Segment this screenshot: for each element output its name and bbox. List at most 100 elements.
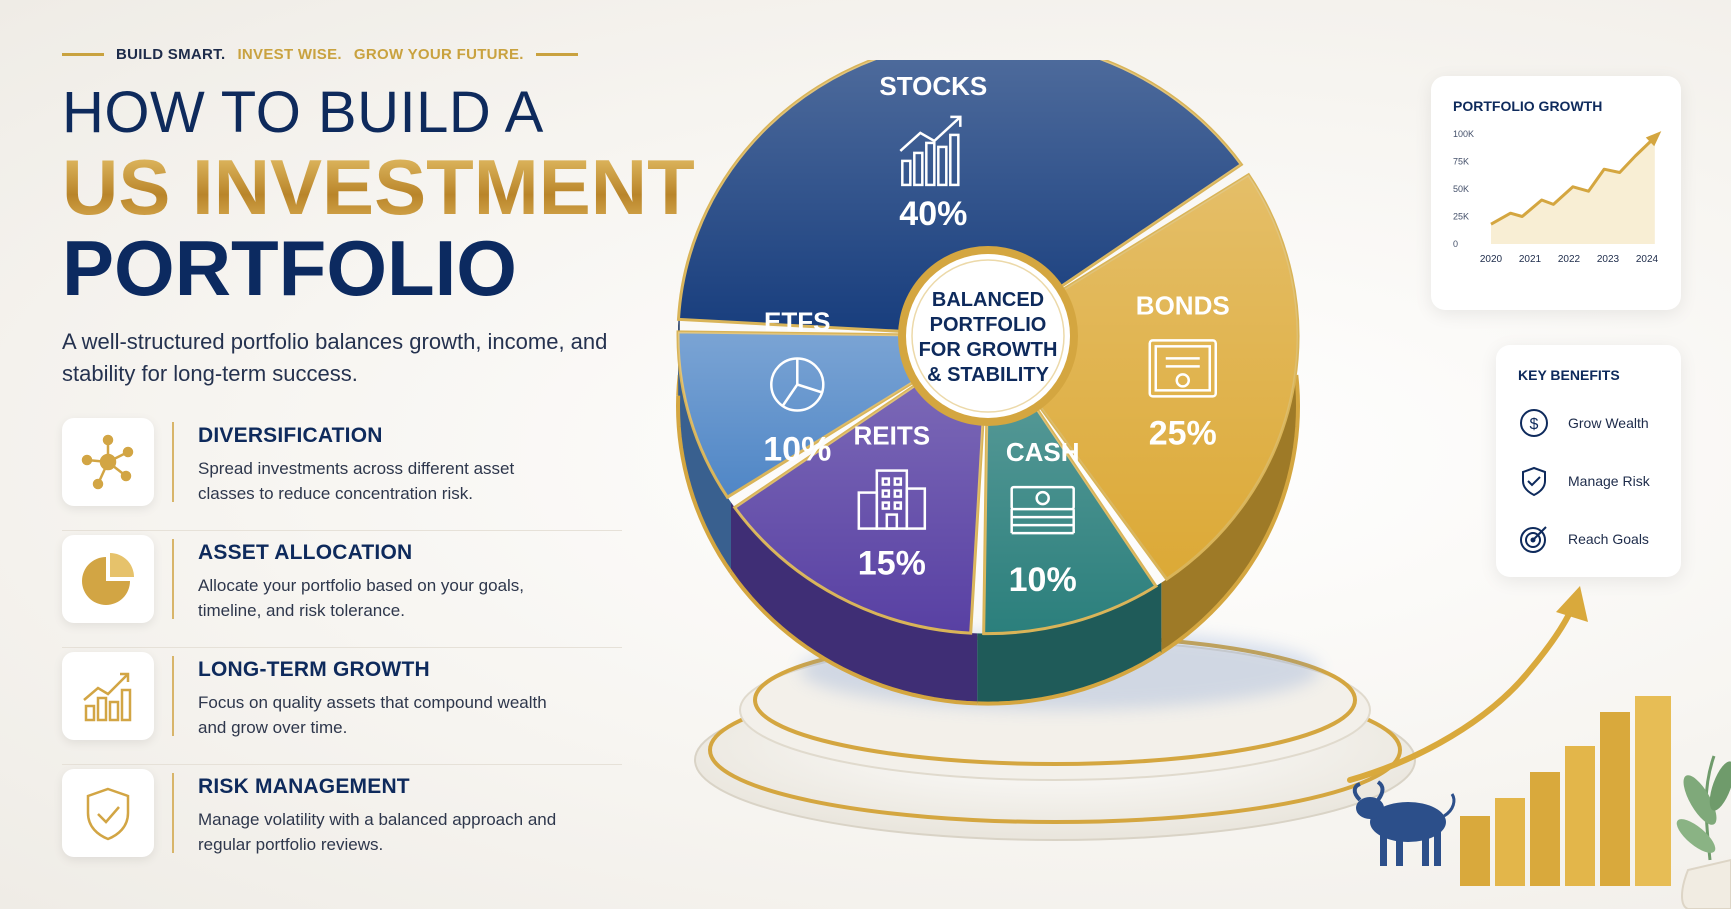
feature-divider [172, 421, 174, 502]
feature-diversification: DIVERSIFICATION Spread investments acros… [62, 414, 622, 531]
pie-slice-side-cash [977, 582, 1162, 704]
pie-gold-rim [729, 571, 978, 706]
pie-outline-icon [770, 357, 825, 412]
center-label: BALANCED PORTFOLIO FOR GROWTH & STABILITY [919, 289, 1058, 386]
pie-slice-shine [988, 174, 1298, 580]
slice-label-bonds: BONDS [1136, 290, 1230, 320]
feature-desc: Spread investments across different asse… [198, 458, 515, 504]
growth-chart-icon [899, 115, 962, 187]
growth-x-tick: 2020 [1480, 254, 1503, 265]
feature-title: RISK MANAGEMENT [198, 774, 410, 798]
benefit-label: Grow Wealth [1568, 415, 1649, 431]
feature-divider [172, 772, 174, 853]
growth-y-tick: 50K [1453, 184, 1469, 194]
slice-value-etfs: 10% [763, 430, 831, 468]
feature-text: RISK MANAGEMENT Manage volatility with a… [198, 769, 558, 858]
bull-icon [1352, 780, 1456, 866]
tagline: BUILD SMART. INVEST WISE. GROW YOUR FUTU… [62, 46, 702, 63]
benefit-item: $ Grow Wealth [1518, 407, 1649, 439]
growth-card-title: PORTFOLIO GROWTH [1453, 98, 1603, 114]
feature-desc: Manage volatility with a balanced approa… [198, 809, 557, 855]
growth-arrow-icon [1347, 586, 1588, 783]
subtitle: A well-structured portfolio balances gro… [62, 328, 608, 386]
slice-value-stocks: 40% [899, 195, 967, 233]
gold-bars-icon [1460, 696, 1671, 886]
feature-divider [172, 655, 174, 736]
slice-value-bonds: 25% [1149, 414, 1217, 452]
pie-slice-side-reits [730, 502, 978, 704]
feature-title: LONG-TERM GROWTH [198, 657, 430, 681]
growth-y-tick: 25K [1453, 212, 1469, 222]
shield-check-icon [62, 768, 154, 857]
center-label-line: PORTFOLIO [930, 314, 1047, 336]
svg-text:$: $ [1530, 416, 1539, 433]
growth-y-tick: 75K [1453, 157, 1469, 167]
slice-value-reits: 15% [858, 545, 926, 583]
allocation-pie-chart: STOCKS 40% BONDS 25% CASH 10% REITS 15% ETFS 10% … [660, 60, 1460, 880]
slice-label-stocks: STOCKS [879, 71, 987, 101]
growth-area [1491, 137, 1655, 244]
tagline-rule-left [62, 53, 104, 56]
growth-x-tick: 2022 [1558, 254, 1581, 265]
dollar-circle-icon: $ [1520, 409, 1548, 437]
growth-x-tick: 2021 [1519, 254, 1542, 265]
growth-y-tick: 100K [1453, 129, 1474, 139]
growth-line [1490, 136, 1656, 226]
title-line1: HOW TO BUILD A [62, 80, 544, 145]
feature-long-term-growth: LONG-TERM GROWTH Focus on quality assets… [62, 648, 622, 765]
plant-icon [1676, 755, 1731, 909]
pie-svg: STOCKS40%BONDS25%CASH10%REITS15%ETFS10% … [675, 60, 1416, 841]
growth-x-tick: 2023 [1597, 254, 1620, 265]
benefit-label: Reach Goals [1568, 531, 1649, 547]
feature-title: DIVERSIFICATION [198, 423, 383, 447]
feature-list: DIVERSIFICATION Spread investments acros… [62, 414, 702, 882]
slice-label-cash: CASH [1006, 437, 1080, 467]
center-label-line: FOR GROWTH [919, 339, 1058, 361]
growth-bars-icon [62, 651, 154, 740]
slice-label-reits: REITS [854, 421, 931, 451]
tagline-part1: BUILD SMART. [116, 46, 226, 63]
feature-divider [172, 538, 174, 619]
benefit-item: Manage Risk [1518, 465, 1650, 497]
feature-text: ASSET ALLOCATION Allocate your portfolio… [198, 535, 558, 624]
growth-x-ticks: 2020 2021 2022 2023 2024 [1480, 254, 1659, 265]
feature-text: LONG-TERM GROWTH Focus on quality assets… [198, 652, 558, 741]
key-benefits-card: KEY BENEFITS $ Grow Wealth Manage Risk R… [1496, 345, 1681, 577]
feature-desc: Focus on quality assets that compound we… [198, 692, 547, 738]
center-badge [906, 254, 1070, 418]
tagline-part3: GROW YOUR FUTURE. [353, 46, 524, 63]
pie-labels: STOCKS 40% BONDS 25% CASH 10% REITS 15% ETFS 10% [763, 71, 1229, 599]
pie-gold-rim [1160, 374, 1301, 655]
center-label-line: BALANCED [932, 289, 1044, 311]
growth-x-tick: 2024 [1636, 254, 1659, 265]
feature-asset-allocation: ASSET ALLOCATION Allocate your portfolio… [62, 531, 622, 648]
slice-value-cash: 10% [1009, 561, 1077, 599]
slice-label-etfs: ETFS [764, 306, 830, 336]
title-line2: US INVESTMENT [62, 148, 702, 226]
pie-slice-side-etfs [678, 325, 731, 573]
tagline-rule-right [535, 53, 578, 56]
left-panel: BUILD SMART. INVEST WISE. GROW YOUR FUTU… [62, 46, 702, 882]
shield-check-icon [1522, 466, 1546, 497]
network-icon [62, 417, 154, 506]
center-label-line: & STABILITY [927, 364, 1050, 386]
certificate-icon [1148, 339, 1218, 398]
feature-text: DIVERSIFICATION Spread investments acros… [198, 418, 558, 507]
title-line3: PORTFOLIO [62, 223, 517, 312]
benefit-item: Reach Goals [1518, 523, 1649, 555]
feature-title: ASSET ALLOCATION [198, 540, 413, 564]
growth-decoration [1347, 586, 1731, 909]
feature-desc: Allocate your portfolio based on your go… [198, 575, 525, 621]
target-icon [1520, 526, 1547, 553]
cash-stack-icon [1010, 485, 1075, 535]
pie-slice-shine [734, 336, 988, 634]
center-badge-inner-ring [911, 259, 1065, 413]
growth-y-ticks: 0 25K 50K 75K 100K [1453, 129, 1474, 249]
growth-y-tick: 0 [1453, 239, 1458, 249]
feature-risk-management: RISK MANAGEMENT Manage volatility with a… [62, 765, 622, 882]
buildings-icon [857, 469, 927, 530]
benefits-card-title: KEY BENEFITS [1518, 367, 1620, 383]
tagline-part2: INVEST WISE. [237, 46, 342, 63]
benefit-label: Manage Risk [1568, 473, 1650, 489]
pie-gold-rim [977, 651, 1163, 706]
